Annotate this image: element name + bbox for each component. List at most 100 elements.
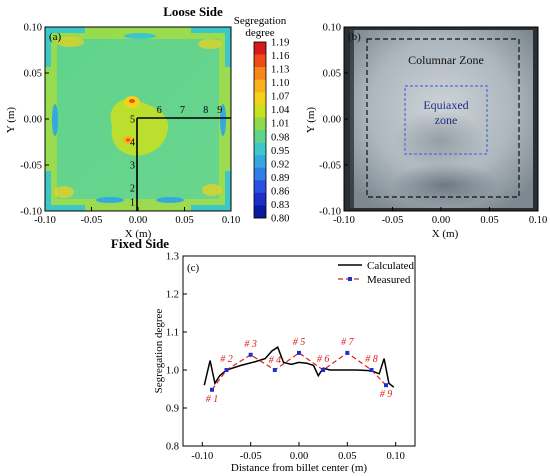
- x-tick-label: 0.00: [290, 451, 308, 462]
- panel-c-point-labels: # 1 # 2 # 3 # 4 # 5 # 6 # 7 # 8 # 9: [206, 337, 393, 405]
- panel-b-label: (b): [348, 31, 361, 43]
- columnar-zone-label: Columnar Zone: [408, 53, 484, 67]
- y-tick-label: 1.0: [166, 366, 179, 377]
- y-tick-label: 0.05: [24, 69, 42, 80]
- sample-point-label: 5: [130, 115, 135, 126]
- measured-point: [369, 368, 374, 372]
- sample-point-labels: 1 2 3 4 5 6 7 8 9: [130, 105, 222, 208]
- colorbar-swatch: [254, 180, 266, 194]
- y-tick-label: -0.05: [319, 161, 341, 172]
- sample-point-label: 6: [157, 105, 162, 116]
- y-tick-label: 0.05: [323, 69, 341, 80]
- measured-point: [224, 368, 229, 372]
- heatmap-field: [45, 27, 231, 211]
- zone-label: zone: [435, 113, 458, 127]
- x-tick-label: 0.10: [222, 215, 240, 226]
- x-tick-label: 0.10: [386, 451, 404, 462]
- panel-a-subtitle: Fixed Side: [111, 236, 169, 251]
- colorbar-level-label: 1.04: [271, 105, 290, 116]
- sample-point-label: 4: [130, 138, 135, 149]
- x-tick-label: -0.10: [333, 215, 355, 226]
- panel-a-heatmap: Loose Side Fixed Side: [5, 4, 290, 251]
- panel-c-y-label: Segregation degree: [153, 309, 165, 394]
- equiaxed-label: Equiaxed: [423, 98, 468, 112]
- measured-point-label: # 6: [317, 354, 330, 365]
- y-tick-label: 0.00: [323, 115, 341, 126]
- equiaxed-zone-box: [404, 85, 488, 155]
- x-tick-label: 0.00: [432, 215, 450, 226]
- x-tick-label: 0.05: [175, 215, 193, 226]
- columnar-zone-box: [366, 38, 520, 198]
- series-line-measured: [211, 352, 387, 391]
- measured-point: [272, 368, 277, 372]
- panel-b-y-label: Y (m): [305, 107, 317, 134]
- measured-point-label: # 7: [341, 337, 355, 348]
- panel-b-x-label: X (m): [432, 228, 459, 240]
- legend-measured-label: Measured: [367, 274, 411, 286]
- sample-point-label: 8: [203, 105, 208, 116]
- y-tick-label: 0.10: [24, 23, 42, 34]
- colorbar-level-label: 0.86: [271, 186, 289, 197]
- colorbar-level-label: 1.10: [271, 78, 289, 89]
- colorbar-level-label: 0.95: [271, 146, 289, 157]
- y-tick-label: -0.05: [20, 161, 42, 172]
- sample-point-label: 1: [130, 197, 135, 208]
- measured-point: [321, 368, 326, 372]
- y-tick-label: 0.8: [166, 442, 179, 453]
- measured-point: [297, 350, 301, 355]
- colorbar-level-label: 1.13: [271, 65, 289, 76]
- colorbar-swatch: [254, 42, 266, 55]
- panel-c-x-label: Distance from billet center (m): [231, 462, 368, 474]
- panel-c-label: (c): [187, 262, 200, 274]
- panel-c-y-ticks: 0.8 0.9 1.0 1.1 1.2 1.3: [166, 252, 187, 453]
- colorbar-swatch: [254, 92, 266, 106]
- panel-a-y-ticks: 0.10 0.05 0.00 -0.05 -0.10: [20, 23, 49, 218]
- x-tick-label: -0.10: [191, 451, 213, 462]
- measured-point: [210, 387, 214, 392]
- x-tick-label: -0.05: [382, 215, 404, 226]
- measured-point-label: # 5: [293, 337, 306, 348]
- panel-c-series: [203, 346, 395, 392]
- panel-b-photo: Columnar Zone Equiaxed zone (b) -0.10 -0.…: [305, 23, 547, 241]
- colorbar-level-label: 0.83: [271, 200, 289, 211]
- panel-a-y-label: Y (m): [5, 107, 17, 134]
- colorbar-swatch: [254, 205, 266, 219]
- colorbar-swatch: [254, 192, 266, 206]
- panel-b-y-ticks: 0.10 0.05 0.00 -0.05 -0.10: [319, 23, 348, 218]
- y-tick-label: 1.3: [166, 252, 179, 263]
- colorbar-title-line1: Segregation: [234, 15, 287, 27]
- y-tick-label: 0.9: [166, 404, 179, 415]
- panel-b-x-ticks: -0.10 -0.05 0.00 0.05 0.10: [333, 207, 547, 226]
- colorbar-swatch: [254, 67, 266, 81]
- colorbar-level-label: 0.98: [271, 132, 289, 143]
- measured-point-label: # 2: [220, 354, 233, 365]
- panel-a-x-ticks: -0.10 -0.05 0.00 0.05 0.10: [34, 207, 240, 226]
- x-tick-label: 0.10: [529, 215, 547, 226]
- measured-point-label: # 4: [269, 355, 282, 366]
- measured-point: [345, 350, 350, 355]
- x-tick-label: -0.10: [34, 215, 56, 226]
- sample-point-label: 3: [130, 161, 135, 172]
- y-tick-label: -0.10: [319, 207, 341, 218]
- colorbar: 1.19 1.16 1.13 1.10 1.07 1.04 1.01 0.98 0.95 0.92…: [253, 38, 290, 225]
- colorbar-swatch: [254, 167, 266, 181]
- x-tick-label: 0.00: [129, 215, 147, 226]
- x-tick-label: 0.05: [480, 215, 498, 226]
- panel-a-title: Loose Side: [163, 4, 223, 19]
- sample-path: [136, 117, 231, 211]
- y-tick-label: 0.10: [323, 23, 341, 34]
- panel-a-label: (a): [49, 31, 62, 43]
- y-tick-label: 1.1: [166, 328, 179, 339]
- sample-point-label: 9: [217, 105, 222, 116]
- measured-point-label: # 3: [244, 339, 257, 350]
- measured-point: [384, 383, 388, 388]
- panel-a-x-label: X (m): [125, 228, 152, 240]
- colorbar-level-label: 1.01: [271, 119, 289, 130]
- colorbar-level-label: 1.19: [271, 38, 289, 49]
- colorbar-frame: [253, 41, 267, 219]
- colorbar-level-label: 1.07: [271, 92, 289, 103]
- colorbar-swatch: [254, 117, 266, 131]
- colorbar-level-label: 1.16: [271, 51, 289, 62]
- y-tick-label: 1.2: [166, 290, 179, 301]
